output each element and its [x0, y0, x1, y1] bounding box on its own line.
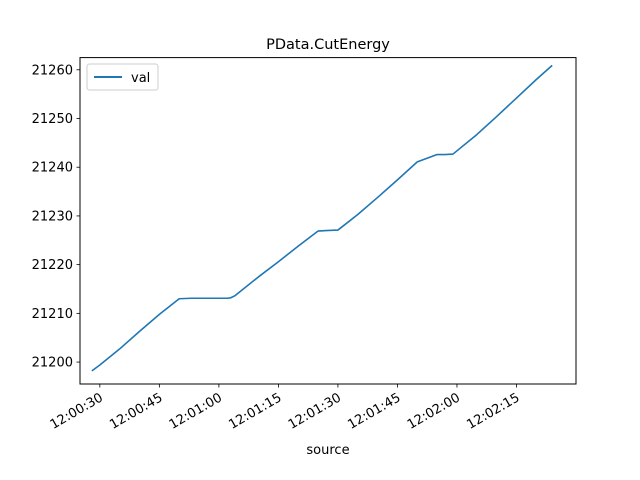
y-tick-label: 21230 — [32, 209, 73, 224]
y-tick-label: 21210 — [32, 307, 73, 322]
y-tick-label: 21260 — [32, 63, 73, 78]
series-line-val — [91, 64, 553, 372]
x-tick-label: 12:02:00 — [405, 390, 463, 432]
plot-frame — [79, 57, 577, 385]
y-axis: 21200 21210 21220 21230 21240 21250 21260 — [32, 63, 80, 371]
x-tick-label: 12:00:45 — [107, 390, 165, 432]
y-tick-label: 21240 — [32, 161, 73, 176]
legend-label-val: val — [131, 71, 150, 86]
legend-box — [86, 63, 159, 91]
x-tick-label: 12:00:30 — [48, 390, 106, 432]
x-tick-label: 12:01:45 — [345, 390, 403, 432]
y-tick-label: 21200 — [32, 356, 73, 371]
x-axis: 12:00:30 12:00:45 12:01:00 12:01:15 12:01:30… — [48, 384, 522, 433]
series-layer — [91, 64, 553, 372]
y-tick-label: 21220 — [32, 258, 73, 273]
chart-title: PData.CutEnergy — [266, 37, 390, 53]
x-tick-label: 12:01:00 — [167, 390, 225, 432]
x-tick-label: 12:01:30 — [286, 390, 344, 432]
x-tick-label: 12:02:15 — [464, 390, 522, 432]
y-tick-label: 21250 — [32, 112, 73, 127]
legend: val — [86, 63, 159, 91]
x-axis-label: source — [306, 443, 349, 458]
x-tick-label: 12:01:15 — [226, 390, 284, 432]
